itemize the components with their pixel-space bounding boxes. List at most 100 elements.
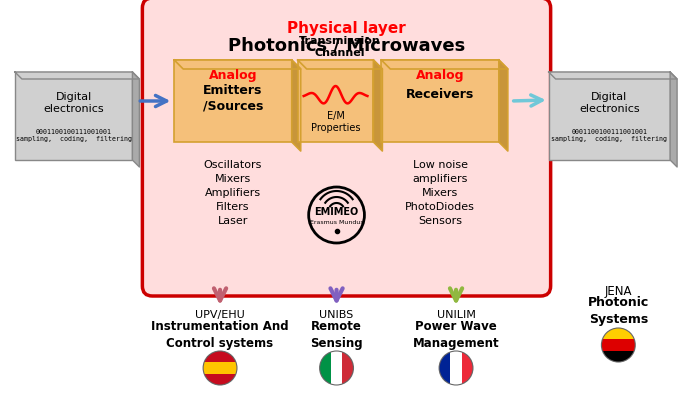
Text: Analog: Analog xyxy=(416,70,464,83)
Bar xyxy=(206,376,234,377)
Bar xyxy=(204,371,237,372)
Bar xyxy=(604,354,632,355)
Polygon shape xyxy=(382,60,507,69)
Bar xyxy=(206,377,234,378)
Bar xyxy=(209,380,232,381)
Bar xyxy=(601,344,636,345)
Text: Photonics / Microwaves: Photonics / Microwaves xyxy=(228,36,465,54)
Bar xyxy=(603,336,633,337)
Polygon shape xyxy=(174,60,301,69)
Bar xyxy=(602,350,634,351)
Polygon shape xyxy=(549,72,677,79)
Bar xyxy=(211,382,229,383)
Text: Receivers: Receivers xyxy=(406,88,474,101)
Bar xyxy=(609,359,627,360)
Bar xyxy=(203,367,237,368)
Bar xyxy=(607,357,630,358)
Bar xyxy=(602,340,635,341)
Bar xyxy=(209,355,232,356)
Text: Digital
electronics: Digital electronics xyxy=(43,92,104,114)
Polygon shape xyxy=(15,72,139,79)
Text: JENA: JENA xyxy=(605,285,632,298)
Text: EMIMEO: EMIMEO xyxy=(314,207,358,217)
Text: Oscillators
Mixers
Amplifiers
Filters
Laser: Oscillators Mixers Amplifiers Filters La… xyxy=(204,160,262,226)
Bar xyxy=(203,370,237,371)
Bar xyxy=(603,353,633,354)
Bar xyxy=(615,328,622,329)
Bar xyxy=(601,347,635,348)
Text: Transmission
Channel: Transmission Channel xyxy=(299,36,380,58)
Polygon shape xyxy=(132,72,139,167)
Bar xyxy=(603,352,634,353)
Bar xyxy=(203,366,237,367)
Bar xyxy=(209,381,231,382)
Bar xyxy=(603,338,634,339)
Polygon shape xyxy=(670,72,677,167)
Bar xyxy=(606,355,631,356)
Text: Instrumentation And
Control systems: Instrumentation And Control systems xyxy=(151,320,289,350)
Bar xyxy=(213,352,227,353)
Bar xyxy=(204,374,236,375)
Bar xyxy=(602,349,635,350)
Bar xyxy=(217,351,223,352)
Bar xyxy=(204,363,237,364)
Text: UNILIM: UNILIM xyxy=(437,310,475,320)
Bar xyxy=(601,345,636,346)
Bar xyxy=(205,375,235,376)
Text: 0001100100111001001
sampling,  coding,  filtering: 0001100100111001001 sampling, coding, fi… xyxy=(15,129,132,142)
Text: 0001100100111001001
sampling,  coding,  filtering: 0001100100111001001 sampling, coding, fi… xyxy=(552,129,667,142)
Bar xyxy=(602,339,634,340)
Bar xyxy=(602,348,635,349)
Bar xyxy=(606,333,631,334)
Bar xyxy=(207,357,233,358)
Text: Physical layer: Physical layer xyxy=(287,20,406,35)
Bar xyxy=(607,332,630,333)
Text: Emitters
/Sources: Emitters /Sources xyxy=(203,83,263,112)
Polygon shape xyxy=(292,60,301,151)
Text: Analog: Analog xyxy=(209,70,257,83)
Bar xyxy=(207,379,232,380)
Bar xyxy=(603,337,634,338)
Bar xyxy=(608,331,629,332)
Polygon shape xyxy=(298,60,382,69)
Text: E/M
Properties: E/M Properties xyxy=(311,111,360,133)
Bar xyxy=(610,330,626,331)
Bar xyxy=(211,353,229,354)
Text: Remote
Sensing: Remote Sensing xyxy=(310,320,363,350)
Bar xyxy=(382,60,499,142)
Bar xyxy=(207,356,232,357)
Bar xyxy=(205,359,235,360)
Bar xyxy=(604,335,632,336)
Bar xyxy=(601,346,635,347)
Bar xyxy=(174,60,292,142)
Bar xyxy=(611,329,625,330)
Bar xyxy=(15,72,132,160)
Bar xyxy=(204,372,237,373)
Bar xyxy=(549,72,670,160)
Bar xyxy=(601,342,635,343)
Text: UNIBS: UNIBS xyxy=(319,310,354,320)
Bar xyxy=(203,369,237,370)
Bar xyxy=(203,365,237,366)
Bar xyxy=(206,358,234,359)
Bar xyxy=(204,362,236,363)
Bar xyxy=(204,373,236,374)
Bar xyxy=(203,368,237,369)
Text: Low noise
amplifiers
Mixers
PhotoDiodes
Sensors: Low noise amplifiers Mixers PhotoDiodes … xyxy=(405,160,475,226)
Bar xyxy=(603,351,634,352)
Bar xyxy=(613,361,624,362)
Bar xyxy=(605,334,632,335)
Bar xyxy=(204,361,236,362)
Text: UPV/EHU: UPV/EHU xyxy=(195,310,245,320)
Bar xyxy=(207,378,233,379)
Text: Power Wave
Management: Power Wave Management xyxy=(413,320,499,350)
Text: Erasmus Mundus: Erasmus Mundus xyxy=(309,220,363,224)
Bar xyxy=(606,356,631,357)
Bar xyxy=(298,60,373,142)
Bar xyxy=(602,341,635,342)
Bar xyxy=(204,360,235,361)
Bar xyxy=(611,360,625,361)
Polygon shape xyxy=(499,60,508,151)
Bar xyxy=(608,358,629,359)
Bar xyxy=(213,383,227,384)
